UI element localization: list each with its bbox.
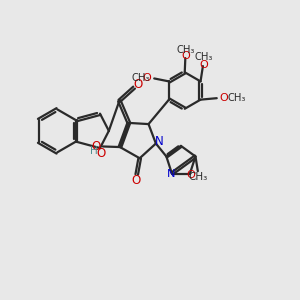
- Text: CH₃: CH₃: [228, 93, 246, 103]
- Text: CH₃: CH₃: [177, 45, 195, 55]
- Text: H: H: [90, 146, 97, 156]
- Text: N: N: [155, 135, 164, 148]
- Text: O: O: [91, 140, 101, 153]
- Text: O: O: [187, 170, 196, 180]
- Text: O: O: [220, 93, 228, 103]
- Text: CH₃: CH₃: [189, 172, 208, 182]
- Text: CH₃: CH₃: [194, 52, 213, 62]
- Text: O: O: [96, 148, 105, 160]
- Text: O: O: [131, 173, 141, 187]
- Text: O: O: [199, 60, 208, 70]
- Text: O: O: [134, 77, 143, 91]
- Text: CH₃: CH₃: [132, 73, 150, 82]
- Text: O: O: [182, 51, 190, 62]
- Text: N: N: [167, 169, 176, 179]
- Text: O: O: [142, 73, 151, 82]
